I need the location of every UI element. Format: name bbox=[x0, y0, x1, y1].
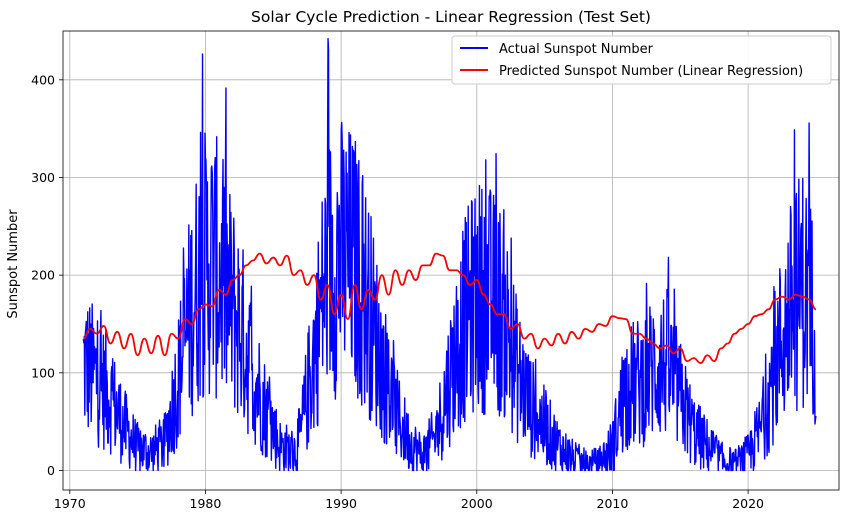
axes-frame bbox=[62, 30, 840, 491]
plot-series bbox=[82, 37, 817, 472]
chart-title: Solar Cycle Prediction - Linear Regressi… bbox=[251, 8, 651, 26]
legend-label-actual: Actual Sunspot Number bbox=[499, 42, 654, 57]
legend-label-predicted: Predicted Sunspot Number (Linear Regress… bbox=[499, 64, 803, 79]
x-tick-label: 2010 bbox=[597, 496, 629, 511]
series-actual-sunspot-number bbox=[82, 37, 817, 472]
y-tick-label: 400 bbox=[31, 72, 55, 87]
legend-box bbox=[451, 35, 832, 85]
y-axis-label: Sunspot Number bbox=[6, 209, 21, 319]
x-axis-ticks: 1970 1980 1990 2000 2010 2020 bbox=[54, 490, 764, 511]
legend: Actual Sunspot Number Predicted Sunspot … bbox=[451, 35, 832, 85]
y-axis-ticks: 0 100 200 300 400 bbox=[31, 72, 63, 478]
y-tick-label: 100 bbox=[31, 365, 55, 380]
grid-lines bbox=[63, 31, 839, 490]
y-tick-label: 0 bbox=[47, 463, 55, 478]
series-predicted-sunspot-number-linear-regression bbox=[83, 252, 817, 364]
x-tick-label: 1980 bbox=[190, 496, 222, 511]
y-tick-label: 300 bbox=[31, 170, 55, 185]
x-tick-label: 2000 bbox=[461, 496, 493, 511]
x-tick-label: 1990 bbox=[325, 496, 357, 511]
x-tick-label: 2020 bbox=[732, 496, 764, 511]
y-tick-label: 200 bbox=[31, 268, 55, 283]
x-tick-label: 1970 bbox=[54, 496, 86, 511]
